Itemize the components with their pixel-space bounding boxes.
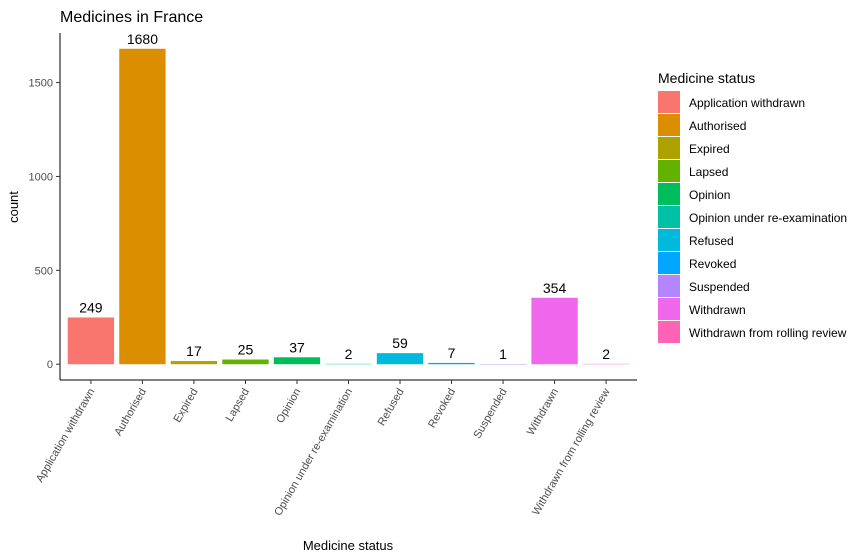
legend-title: Medicine status xyxy=(658,70,755,86)
y-tick-label: 0 xyxy=(47,359,53,371)
x-tick-label: Revoked xyxy=(426,387,458,431)
legend-label-6: Opinion under re-examination xyxy=(689,211,847,225)
bar-3 xyxy=(170,361,218,365)
data-label-10: 354 xyxy=(543,280,567,296)
x-axis-title: Medicine status xyxy=(303,538,394,553)
bar-1 xyxy=(67,317,115,365)
legend-key-6 xyxy=(658,206,680,228)
legend-key-8 xyxy=(658,252,680,274)
legend-label-5: Opinion xyxy=(689,188,730,202)
data-label-6: 2 xyxy=(345,346,353,362)
chart-title: Medicines in France xyxy=(60,9,203,26)
y-tick-label: 500 xyxy=(35,265,53,277)
legend-label-10: Withdrawn xyxy=(689,303,746,317)
legend-key-7 xyxy=(658,229,680,251)
data-label-4: 25 xyxy=(238,342,254,358)
x-tick-label: Opinion xyxy=(274,387,303,426)
x-tick-label: Authorised xyxy=(112,387,149,439)
data-label-11: 2 xyxy=(602,346,610,362)
legend-label-2: Authorised xyxy=(689,119,746,133)
legend-label-9: Suspended xyxy=(689,280,750,294)
legend-key-3 xyxy=(658,137,680,159)
legend-key-11 xyxy=(658,321,680,343)
x-tick-label: Lapsed xyxy=(224,387,252,424)
x-axis-ticks: Application withdrawn Authorised Expired La… xyxy=(34,380,613,518)
data-label-9: 1 xyxy=(499,346,507,362)
legend-label-7: Refused xyxy=(689,234,734,248)
x-tick-label: Expired xyxy=(172,387,201,425)
legend-label-3: Expired xyxy=(689,142,730,156)
legend-key-2 xyxy=(658,114,680,136)
x-tick-label: Application withdrawn xyxy=(34,387,98,485)
legend-label-1: Application withdrawn xyxy=(689,96,805,110)
bars-group xyxy=(67,48,630,365)
x-tick-label: Withdrawn xyxy=(525,387,561,438)
legend-label-4: Lapsed xyxy=(689,165,728,179)
data-label-8: 7 xyxy=(448,345,456,361)
legend-key-10 xyxy=(658,298,680,320)
bar-8 xyxy=(428,362,475,365)
legend-key-9 xyxy=(658,275,680,297)
y-axis-ticks: 0 500 1000 1500 xyxy=(29,78,60,371)
bar-10 xyxy=(531,297,578,365)
x-tick-label: Suspended xyxy=(471,387,509,441)
data-label-2: 1680 xyxy=(127,31,158,47)
data-label-3: 17 xyxy=(186,343,202,359)
bar-2 xyxy=(119,48,166,365)
legend-key-4 xyxy=(658,160,680,182)
data-label-7: 59 xyxy=(392,335,408,351)
legend-key-1 xyxy=(658,91,680,113)
legend-items: Application withdrawn Authorised Expired La… xyxy=(658,91,847,343)
legend-label-11: Withdrawn from rolling review xyxy=(689,326,847,340)
legend-label-8: Revoked xyxy=(689,257,736,271)
bar-7 xyxy=(376,353,424,365)
bar-4 xyxy=(222,359,269,365)
legend: Medicine status Application withdrawn Aut… xyxy=(658,70,847,343)
legend-key-5 xyxy=(658,183,680,205)
y-axis-title: count xyxy=(6,191,21,223)
y-tick-label: 1000 xyxy=(29,171,53,183)
data-label-5: 37 xyxy=(289,339,305,355)
data-labels-group: 249 1680 17 25 37 2 59 7 1 354 2 xyxy=(79,31,610,362)
data-label-1: 249 xyxy=(79,299,103,315)
x-tick-label: Refused xyxy=(376,387,407,428)
y-tick-label: 1500 xyxy=(29,78,53,90)
bar-5 xyxy=(273,357,321,365)
